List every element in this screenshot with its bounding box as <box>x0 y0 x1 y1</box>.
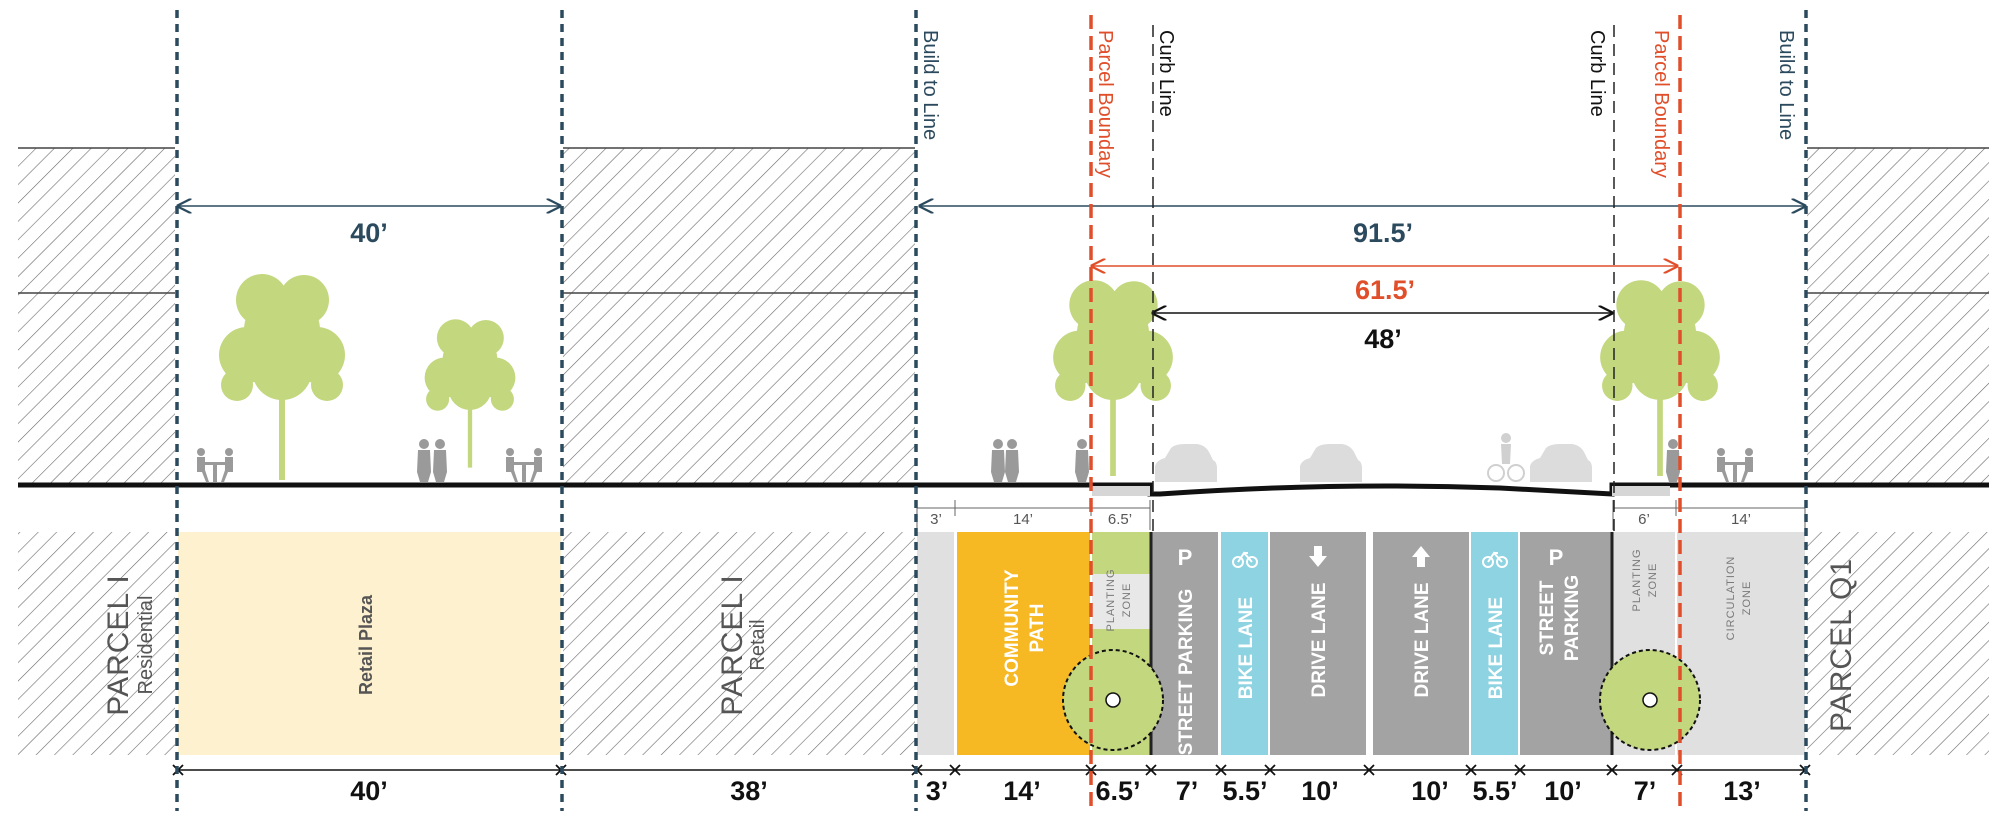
cyclist-icon <box>1487 433 1525 482</box>
car-icon <box>1300 444 1362 482</box>
planting-zone-right-label-2: ZONE <box>1647 563 1659 598</box>
curb-line-right-label: Curb Line <box>1586 30 1608 117</box>
parcel-middle-plan <box>563 532 915 755</box>
planting-zone-left <box>1092 574 1150 629</box>
bottom-dim-7b: 7’ <box>1634 776 1657 806</box>
parcel-boundary-right-label: Parcel Boundary <box>1650 30 1672 178</box>
circulation-zone-label-1: CIRCULATION <box>1725 556 1737 641</box>
parcel-right-title: PARCEL Q1 <box>1825 558 1858 732</box>
cafe-table-icon <box>1717 448 1753 482</box>
parcel-left-title: PARCEL I <box>102 574 135 715</box>
bike-lane-left-label: BIKE LANE <box>1236 597 1257 699</box>
tree-icon <box>1600 280 1720 476</box>
parcel-middle-title: PARCEL I <box>716 574 749 715</box>
cafe-table-icon <box>197 448 233 482</box>
parking-icon: P <box>1549 545 1564 570</box>
vertical-reference-lines <box>175 10 1808 811</box>
tree-icon <box>1053 280 1173 476</box>
bike-lane-right-label: BIKE LANE <box>1486 597 1507 699</box>
parcel-width-label: 61.5’ <box>1355 275 1415 305</box>
ground-line <box>18 482 1989 497</box>
parcel-boundary-left-label: Parcel Boundary <box>1094 30 1116 178</box>
parcel-left-plan <box>18 532 175 755</box>
build-to-line-right-label: Build to Line <box>1775 30 1797 140</box>
cafe-table-icon <box>506 448 542 482</box>
community-path-label-2: PATH <box>1027 604 1048 653</box>
people-icon <box>1075 439 1089 482</box>
drive-lane-right-zone <box>1373 532 1469 755</box>
bike-lane-right-zone <box>1471 532 1518 755</box>
circulation-zone <box>1677 532 1805 755</box>
tree-icon <box>219 274 345 480</box>
car-icon <box>1155 444 1217 482</box>
bottom-dim-3: 3’ <box>926 776 949 806</box>
bottom-dim-40: 40’ <box>350 776 388 806</box>
planting-zone-top <box>1092 532 1150 574</box>
small-dim-6-5: 6.5’ <box>1108 511 1132 528</box>
parking-icon: P <box>1178 545 1193 570</box>
sidewalk-3ft-zone <box>917 532 954 755</box>
curb-width-label: 48’ <box>1364 324 1402 354</box>
street-parking-left-zone <box>1152 532 1218 755</box>
street-parking-left-label: STREET PARKING <box>1176 589 1197 755</box>
small-dimension-row <box>916 500 1806 530</box>
building-right <box>1807 148 1989 484</box>
drive-lane-right-label: DRIVE LANE <box>1412 582 1433 697</box>
bottom-dim-10: 10’ <box>1301 776 1339 806</box>
parcel-middle-subtitle: Retail <box>747 619 769 670</box>
people-icon <box>1005 439 1019 482</box>
planting-zone-left-label-1: PLANTING <box>1105 568 1117 631</box>
bike-lane-left-zone <box>1221 532 1268 755</box>
small-dim-3: 3’ <box>930 511 942 528</box>
parcel-right-plan <box>1807 532 1989 755</box>
people-icon <box>1666 439 1680 482</box>
bottom-dim-10c: 10’ <box>1544 776 1582 806</box>
arrow-down-icon <box>1309 546 1327 567</box>
retail-plaza-label: Retail Plaza <box>356 594 376 695</box>
drive-lane-left-zone <box>1270 532 1366 755</box>
tree-plan-icon <box>1599 649 1701 751</box>
small-dim-6: 6’ <box>1638 511 1650 528</box>
row-width-label: 91.5’ <box>1353 218 1413 248</box>
bottom-dim-5-5: 5.5’ <box>1222 776 1267 806</box>
people-icon <box>433 439 447 482</box>
bike-icon <box>1232 551 1258 568</box>
small-dim-14: 14’ <box>1013 511 1033 528</box>
build-to-line-left-label: Build to Line <box>919 30 941 140</box>
bottom-dim-5-5b: 5.5’ <box>1472 776 1517 806</box>
arrow-up-icon <box>1412 546 1430 567</box>
bottom-dim-7: 7’ <box>1176 776 1199 806</box>
bottom-dim-10b: 10’ <box>1411 776 1449 806</box>
parcel-left-subtitle: Residential <box>135 596 157 695</box>
people-icon <box>991 439 1005 482</box>
bike-icon <box>1482 551 1508 568</box>
bottom-dim-38: 38’ <box>730 776 768 806</box>
car-icon <box>1530 444 1592 482</box>
planting-zone-right-label-1: PLANTING <box>1631 548 1643 611</box>
bottom-dim-6-5: 6.5’ <box>1095 776 1140 806</box>
plaza-width-label: 40’ <box>350 218 388 248</box>
building-left <box>18 148 175 484</box>
bottom-dim-14: 14’ <box>1003 776 1041 806</box>
retail-plaza-zone <box>178 532 561 755</box>
planting-zone-left-label-2: ZONE <box>1121 583 1133 618</box>
curb-line-left-label: Curb Line <box>1155 30 1177 117</box>
small-dim-14b: 14’ <box>1731 511 1751 528</box>
drive-lane-left-label: DRIVE LANE <box>1309 582 1330 697</box>
street-parking-right-label-2: PARKING <box>1562 575 1583 661</box>
tree-plan-icon <box>1062 649 1164 751</box>
circulation-zone-label-2: ZONE <box>1741 581 1753 616</box>
building-middle <box>563 148 915 484</box>
street-parking-right-label-1: STREET <box>1537 580 1558 655</box>
people-icon <box>417 439 431 482</box>
bottom-dim-13: 13’ <box>1723 776 1761 806</box>
community-path-label-1: COMMUNITY <box>1002 569 1023 686</box>
street-parking-right-zone <box>1520 532 1611 755</box>
